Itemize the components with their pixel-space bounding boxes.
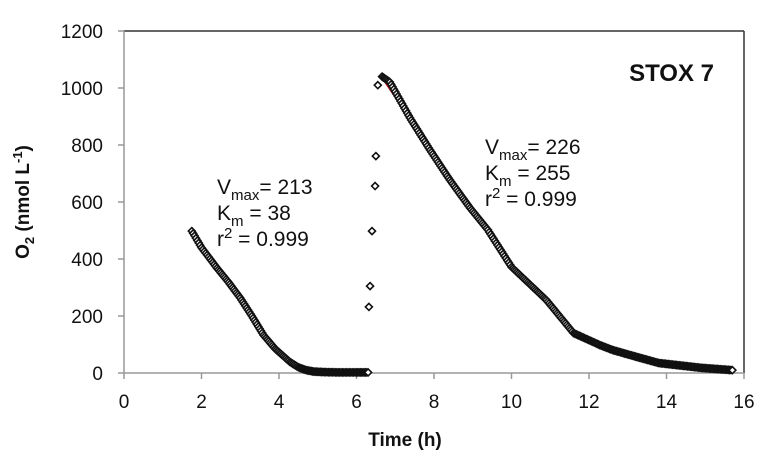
annotation-1-km: Km = 38 — [217, 202, 291, 230]
annotation-1-r2: r2 = 0.999 — [217, 225, 309, 251]
y-tick-label: 400 — [71, 250, 103, 271]
annotation-2-km: Km = 255 — [485, 162, 571, 190]
fit-line — [380, 75, 613, 352]
vmax-subscript: max — [231, 187, 260, 204]
km-subscript: m — [499, 173, 512, 190]
data-point — [727, 365, 738, 375]
x-tick-label: 6 — [351, 392, 362, 413]
km-symbol: K — [217, 202, 231, 225]
data-point — [365, 281, 375, 291]
y-axis-title: O2 (nmol L-1) — [10, 145, 37, 259]
r2-symbol: r — [217, 228, 224, 251]
y-tick-label: 600 — [71, 193, 103, 214]
x-ticks: 0 2 4 6 8 10 12 14 16 — [119, 373, 755, 413]
y-tick-label: 800 — [71, 136, 103, 157]
data-point — [373, 80, 383, 90]
r2-symbol: r — [485, 188, 492, 211]
data-point — [364, 302, 374, 312]
annotation-1-vmax: Vmax= 213 — [217, 176, 313, 204]
annotation-2-r2: r2 = 0.999 — [485, 185, 577, 211]
x-tick-label: 4 — [274, 392, 285, 413]
r2-superscript: 2 — [492, 185, 500, 202]
vmax-subscript: max — [499, 147, 528, 164]
km-value: = 255 — [512, 162, 571, 185]
data-point — [367, 226, 377, 236]
y-axis-title-rest: (nmol L — [13, 163, 34, 237]
km-subscript: m — [231, 213, 244, 230]
vmax-symbol: V — [217, 176, 231, 199]
vmax-symbol: V — [485, 136, 499, 159]
vmax-value: = 226 — [527, 136, 580, 159]
y-axis-title-sub: 2 — [22, 237, 37, 244]
y-tick-label: 1200 — [61, 22, 103, 43]
fit-line — [190, 230, 326, 374]
x-tick-label: 0 — [119, 392, 130, 413]
data-point — [370, 181, 380, 191]
y-tick-label: 1000 — [61, 79, 103, 100]
x-tick-label: 12 — [578, 392, 599, 413]
x-tick-label: 8 — [429, 392, 440, 413]
data-point — [363, 367, 373, 378]
x-axis-title: Time (h) — [368, 430, 442, 451]
x-tick-label: 16 — [733, 392, 754, 413]
panel-title: STOX 7 — [629, 60, 714, 87]
r2-superscript: 2 — [224, 225, 232, 242]
y-ticks: 0 200 400 600 800 1000 1200 — [61, 22, 124, 385]
x-tick-label: 2 — [196, 392, 207, 413]
y-tick-label: 0 — [92, 364, 103, 385]
data-points — [187, 71, 738, 378]
data-point — [371, 151, 381, 161]
r2-value: = 0.999 — [500, 188, 576, 211]
km-value: = 38 — [244, 202, 291, 225]
y-axis-title-base: O — [13, 244, 34, 259]
y-tick-label: 200 — [71, 307, 103, 328]
y-axis-title-sup: -1 — [10, 151, 25, 163]
y-axis-title-end: ) — [13, 145, 34, 151]
vmax-value: = 213 — [259, 176, 312, 199]
annotation-2-vmax: Vmax= 226 — [485, 136, 581, 164]
annotation-run-1: Vmax= 213 Km = 38 r2 = 0.999 — [217, 176, 313, 251]
r2-value: = 0.999 — [232, 228, 308, 251]
annotation-run-2: Vmax= 226 Km = 255 r2 = 0.999 — [485, 136, 581, 211]
x-tick-label: 10 — [501, 392, 522, 413]
x-tick-label: 14 — [656, 392, 678, 413]
km-symbol: K — [485, 162, 499, 185]
